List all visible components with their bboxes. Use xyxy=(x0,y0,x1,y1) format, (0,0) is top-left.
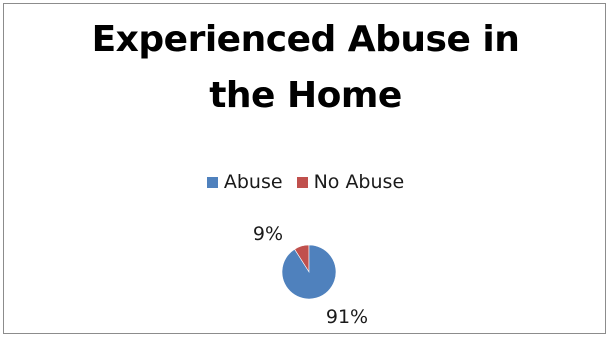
pie-slices xyxy=(281,244,337,300)
chart-title-line-1: Experienced Abuse in xyxy=(91,19,520,60)
legend-swatch-abuse xyxy=(206,176,218,188)
chart-title-line-2: the Home xyxy=(209,75,402,116)
chart-legend: Abuse No Abuse xyxy=(0,171,611,193)
legend-swatch-no-abuse xyxy=(296,176,308,188)
data-label-no-abuse: 9% xyxy=(253,223,283,245)
chart-title: Experienced Abuse in the Home xyxy=(0,12,611,124)
data-label-abuse: 91% xyxy=(326,306,368,328)
pie-labels: 91% 9% xyxy=(253,223,368,328)
legend-label-abuse: Abuse xyxy=(223,171,283,193)
legend-label-no-abuse: No Abuse xyxy=(313,171,405,193)
legend-item-abuse: Abuse xyxy=(206,171,283,193)
legend-item-no-abuse: No Abuse xyxy=(296,171,405,193)
pie-slice-abuse xyxy=(281,244,337,300)
